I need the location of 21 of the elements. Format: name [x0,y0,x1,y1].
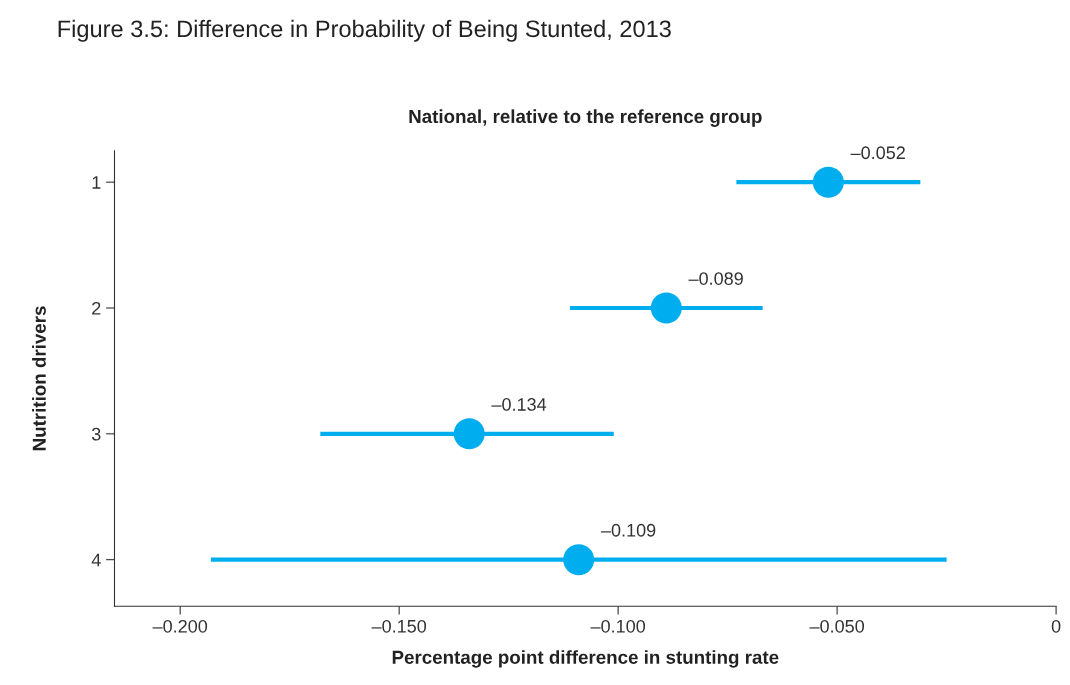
x-axis-title: Percentage point difference in stunting rate [392,650,779,668]
x-tick-label: 0 [1051,619,1061,633]
point [453,418,485,450]
y-tick-label: 1 [92,176,101,189]
text: –0.089 [688,272,743,285]
x-tick-label: –0.200 [152,619,208,633]
point [563,544,595,576]
text: –0.109 [600,523,656,537]
point [650,292,682,324]
text: –0.052 [850,146,905,160]
y-tick-label: 2 [92,301,101,315]
text: –0.134 [491,398,547,411]
x-tick-label: –0.150 [371,619,427,633]
chart-title: Figure 3.5: Difference in Probability of Being Stunted, 2013 [58,19,671,42]
y-axis-title: Nutrition drivers [32,306,46,451]
x-tick-label: –0.050 [809,619,865,633]
y-tick-label: 3 [91,427,101,441]
chart-subtitle: National, relative to the reference group [409,109,762,127]
point [812,166,844,198]
y-tick-label: 4 [91,553,101,567]
x-tick-label: –0.100 [590,619,646,633]
